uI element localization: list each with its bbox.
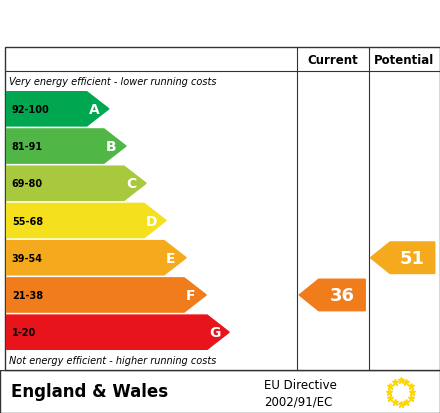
Text: 1-20: 1-20: [12, 328, 36, 337]
Text: 92-100: 92-100: [12, 104, 50, 114]
Polygon shape: [299, 280, 365, 311]
Text: Energy Efficiency Rating: Energy Efficiency Rating: [11, 14, 318, 34]
Polygon shape: [7, 204, 166, 238]
Text: Not energy efficient - higher running costs: Not energy efficient - higher running co…: [9, 355, 216, 365]
Text: EU Directive: EU Directive: [264, 378, 337, 391]
Polygon shape: [370, 242, 435, 274]
Text: E: E: [166, 251, 176, 265]
Text: England & Wales: England & Wales: [11, 382, 168, 400]
Polygon shape: [7, 315, 229, 349]
Text: 81-91: 81-91: [12, 142, 43, 152]
Polygon shape: [7, 167, 146, 201]
Text: F: F: [186, 288, 195, 302]
Text: 51: 51: [400, 249, 425, 267]
Text: 2002/91/EC: 2002/91/EC: [264, 394, 332, 407]
Text: 55-68: 55-68: [12, 216, 43, 226]
Text: 36: 36: [330, 286, 355, 304]
Text: C: C: [126, 177, 136, 191]
Polygon shape: [7, 241, 186, 275]
Polygon shape: [7, 278, 206, 312]
Text: 21-38: 21-38: [12, 290, 43, 300]
Polygon shape: [7, 93, 109, 127]
Text: 69-80: 69-80: [12, 179, 43, 189]
Text: A: A: [88, 102, 99, 116]
Text: D: D: [146, 214, 158, 228]
Text: Current: Current: [308, 53, 359, 66]
Text: Very energy efficient - lower running costs: Very energy efficient - lower running co…: [9, 77, 216, 87]
Text: G: G: [209, 325, 220, 339]
Text: 39-54: 39-54: [12, 253, 43, 263]
Polygon shape: [7, 130, 126, 164]
Text: B: B: [106, 140, 116, 154]
Text: Potential: Potential: [374, 53, 434, 66]
